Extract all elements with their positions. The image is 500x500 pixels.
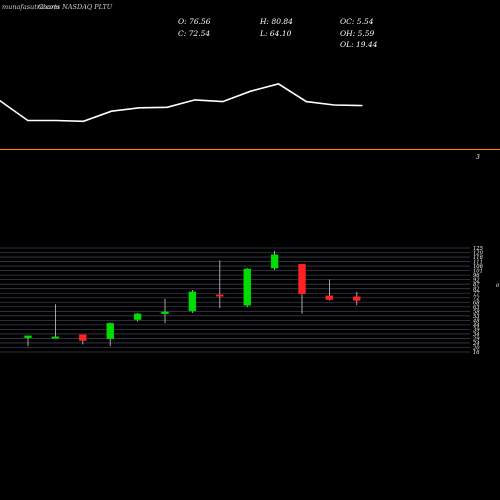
candle-body [24, 335, 32, 338]
price-point [110, 110, 112, 112]
price-line [0, 83, 363, 123]
low-value: L: 64.10 [260, 29, 292, 38]
y-tick-label: 34 [473, 332, 480, 338]
y-tick-label: 101 [473, 269, 483, 275]
price-point [0, 100, 1, 102]
y-tick-label: 39 [473, 327, 480, 333]
candle-body [133, 313, 142, 320]
candle-body [353, 296, 361, 301]
y-tick-label: 68 [473, 300, 480, 306]
candlestick-chart: 1251201161111061019692878277726863585348… [0, 246, 484, 356]
y-tick-label: 29 [472, 336, 480, 342]
candle-body [270, 254, 279, 269]
side-label: 0 [496, 283, 500, 289]
price-point [55, 119, 57, 122]
y-tick-label: 58 [473, 309, 480, 315]
price-point [250, 90, 252, 92]
watermark: munafasutra.com [2, 3, 60, 11]
candle-body [161, 311, 169, 315]
y-tick-label: 125 [473, 246, 483, 252]
oh-value: OH: 5.59 [340, 29, 375, 38]
volume-label: 3 [476, 154, 480, 161]
candle-body [325, 295, 334, 300]
price-point [277, 83, 280, 85]
y-tick-label: 82 [473, 287, 480, 293]
candle-body [298, 264, 306, 294]
y-tick-label: 20 [472, 345, 480, 351]
candle-body [243, 268, 251, 306]
candle-body [51, 336, 60, 339]
price-point [305, 101, 307, 103]
close-value: C: 72.54 [178, 29, 211, 38]
y-tick-label: 116 [473, 255, 484, 261]
y-tick-label: 106 [473, 264, 484, 270]
price-point [194, 99, 196, 101]
price-point [82, 120, 85, 122]
candle-body [106, 323, 114, 339]
y-tick-label: 96 [473, 273, 480, 279]
candle-body [79, 334, 87, 341]
oc-value: OC: 5.54 [340, 17, 374, 26]
price-point [27, 119, 29, 122]
y-tick-label: 72 [473, 296, 480, 302]
price-line-chart [0, 83, 500, 150]
candle-body [188, 291, 197, 312]
y-tick-label: 53 [473, 314, 480, 320]
y-tick-label: 120 [473, 251, 484, 257]
price-point [222, 101, 224, 103]
y-tick-label: 87 [473, 282, 480, 288]
y-tick-label: 24 [472, 341, 480, 347]
y-tick-label: 44 [472, 323, 480, 329]
price-point [138, 107, 140, 109]
y-tick-label: 111 [473, 260, 483, 266]
price-point [333, 104, 335, 106]
ol-value: OL: 19.44 [340, 40, 378, 49]
price-point [166, 106, 168, 108]
ticker-title: Charts NASDAQ PLTU [38, 3, 113, 11]
y-tick-label: 63 [473, 305, 480, 311]
open-value: O: 76.56 [178, 17, 211, 26]
y-tick-label: 92 [473, 278, 480, 284]
y-tick-label: 16 [473, 350, 480, 356]
high-value: H: 80.84 [260, 17, 293, 26]
y-tick-label: 48 [472, 318, 480, 324]
candle-body [216, 294, 224, 297]
y-tick-label: 77 [473, 291, 480, 297]
price-point [361, 104, 363, 107]
